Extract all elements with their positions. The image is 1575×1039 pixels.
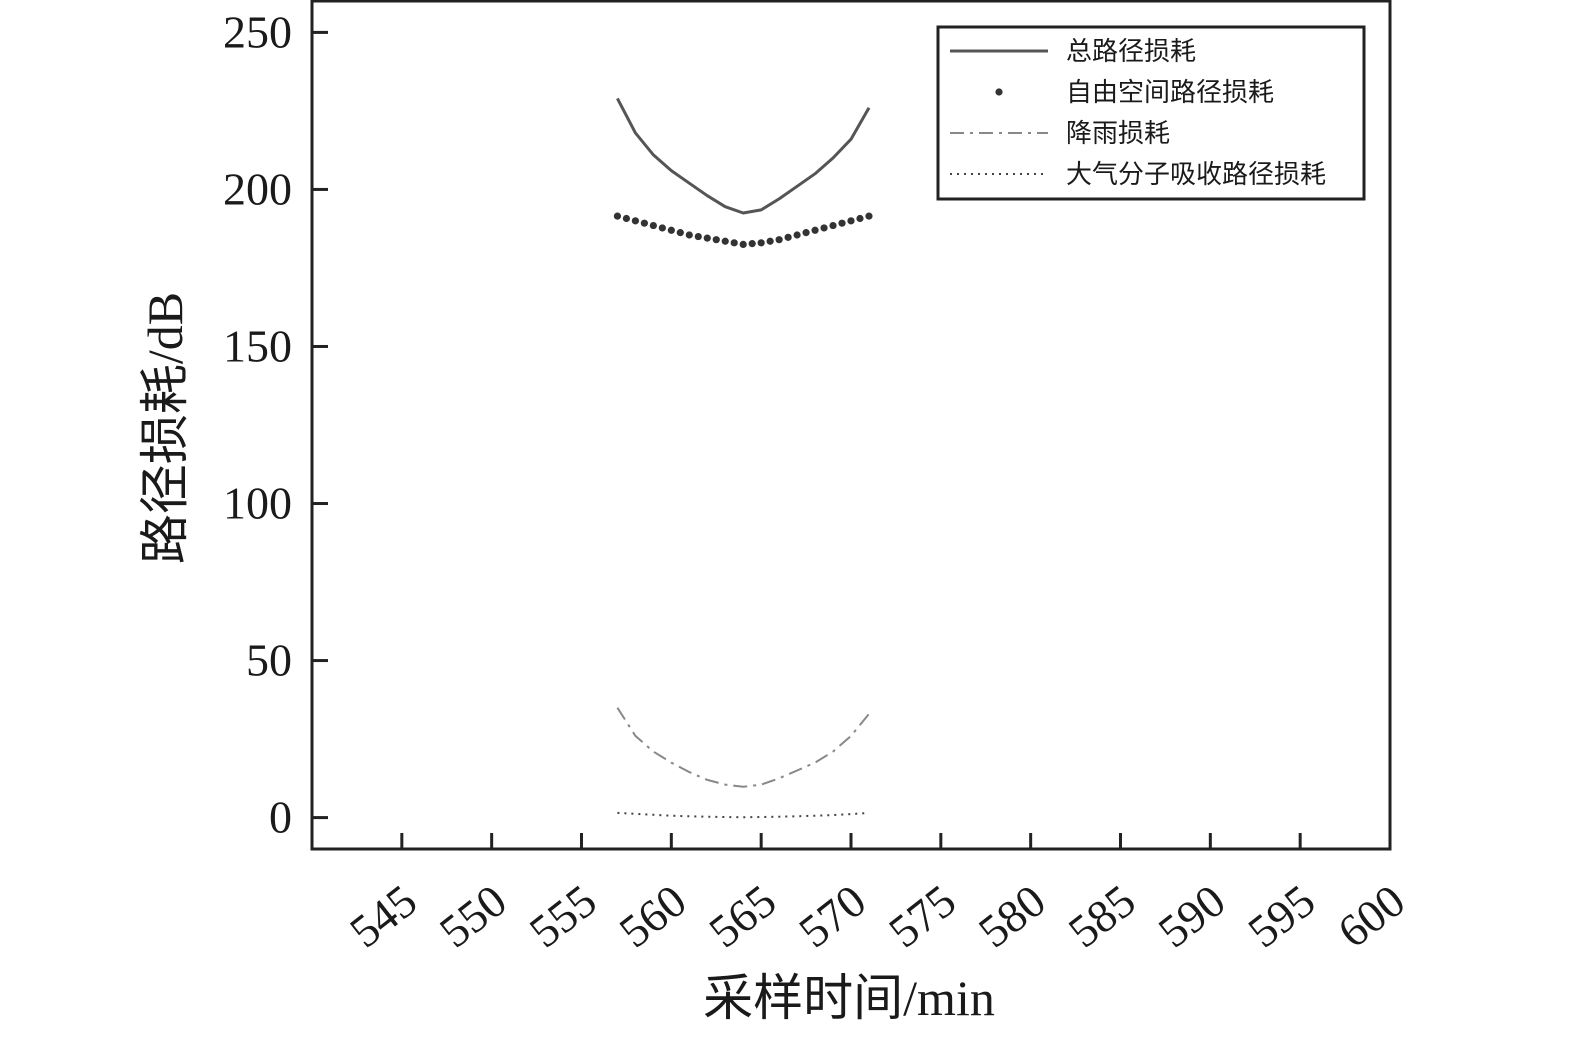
- y-tick-label: 150: [223, 320, 292, 371]
- series-point: [820, 224, 828, 232]
- series-point: [811, 226, 819, 234]
- series-point: [748, 240, 756, 248]
- legend-label: 大气分子吸收路径损耗: [1066, 160, 1326, 190]
- x-tick-label: 565: [700, 875, 786, 958]
- x-tick-label: 600: [1328, 875, 1414, 958]
- series-point: [703, 234, 711, 242]
- x-tick-label: 545: [340, 875, 426, 958]
- series-point: [802, 229, 810, 237]
- x-tick-label: 560: [610, 875, 696, 958]
- legend-label: 总路径损耗: [1066, 37, 1196, 67]
- y-axis-title: 路径损耗/dB: [137, 292, 193, 564]
- legend-box: [936, 25, 1366, 201]
- y-tick-label: 250: [223, 6, 292, 57]
- y-tick-label: 100: [223, 478, 292, 529]
- series-point: [784, 233, 792, 241]
- series-point: [739, 240, 747, 249]
- series-point: [865, 212, 873, 220]
- series-point: [712, 236, 720, 244]
- series-point: [856, 214, 864, 223]
- x-tick-label: 585: [1059, 875, 1145, 958]
- series-point: [658, 224, 666, 232]
- series-point: [676, 229, 684, 237]
- series-point: [694, 232, 702, 241]
- series-point: [640, 219, 648, 227]
- x-tick-label: 580: [969, 875, 1055, 958]
- series-point: [631, 217, 640, 225]
- series-point: [838, 219, 846, 227]
- series-line: [616, 707, 870, 788]
- x-tick-label: 590: [1149, 875, 1235, 958]
- series-line: [617, 811, 870, 819]
- series-point: [649, 221, 657, 230]
- series-point: [847, 217, 855, 225]
- x-tick-label: 550: [430, 875, 516, 958]
- legend-label: 自由空间路径损耗: [1066, 78, 1274, 108]
- series-point: [766, 237, 774, 245]
- x-tick-label: 595: [1239, 875, 1325, 958]
- series-line: [616, 97, 871, 215]
- legend-marker: [995, 88, 1003, 96]
- x-tick-label: 555: [520, 875, 606, 958]
- series-point: [730, 239, 738, 247]
- y-tick-label: 0: [269, 792, 292, 843]
- series-point: [613, 212, 622, 220]
- series-point: [793, 231, 801, 239]
- series-point: [667, 226, 675, 234]
- y-tick-label: 50: [246, 635, 292, 686]
- series-point: [721, 237, 729, 245]
- x-tick-label: 575: [879, 875, 965, 958]
- series-point: [757, 239, 765, 247]
- legend-label: 降雨损耗: [1066, 119, 1170, 149]
- series-point: [775, 236, 783, 244]
- series-point: [622, 214, 631, 223]
- x-tick-label: 570: [789, 875, 875, 958]
- y-tick-label: 200: [223, 163, 292, 214]
- x-axis-title: 采样时间/min: [703, 970, 995, 1026]
- series-point: [829, 221, 837, 230]
- series-point: [685, 231, 693, 239]
